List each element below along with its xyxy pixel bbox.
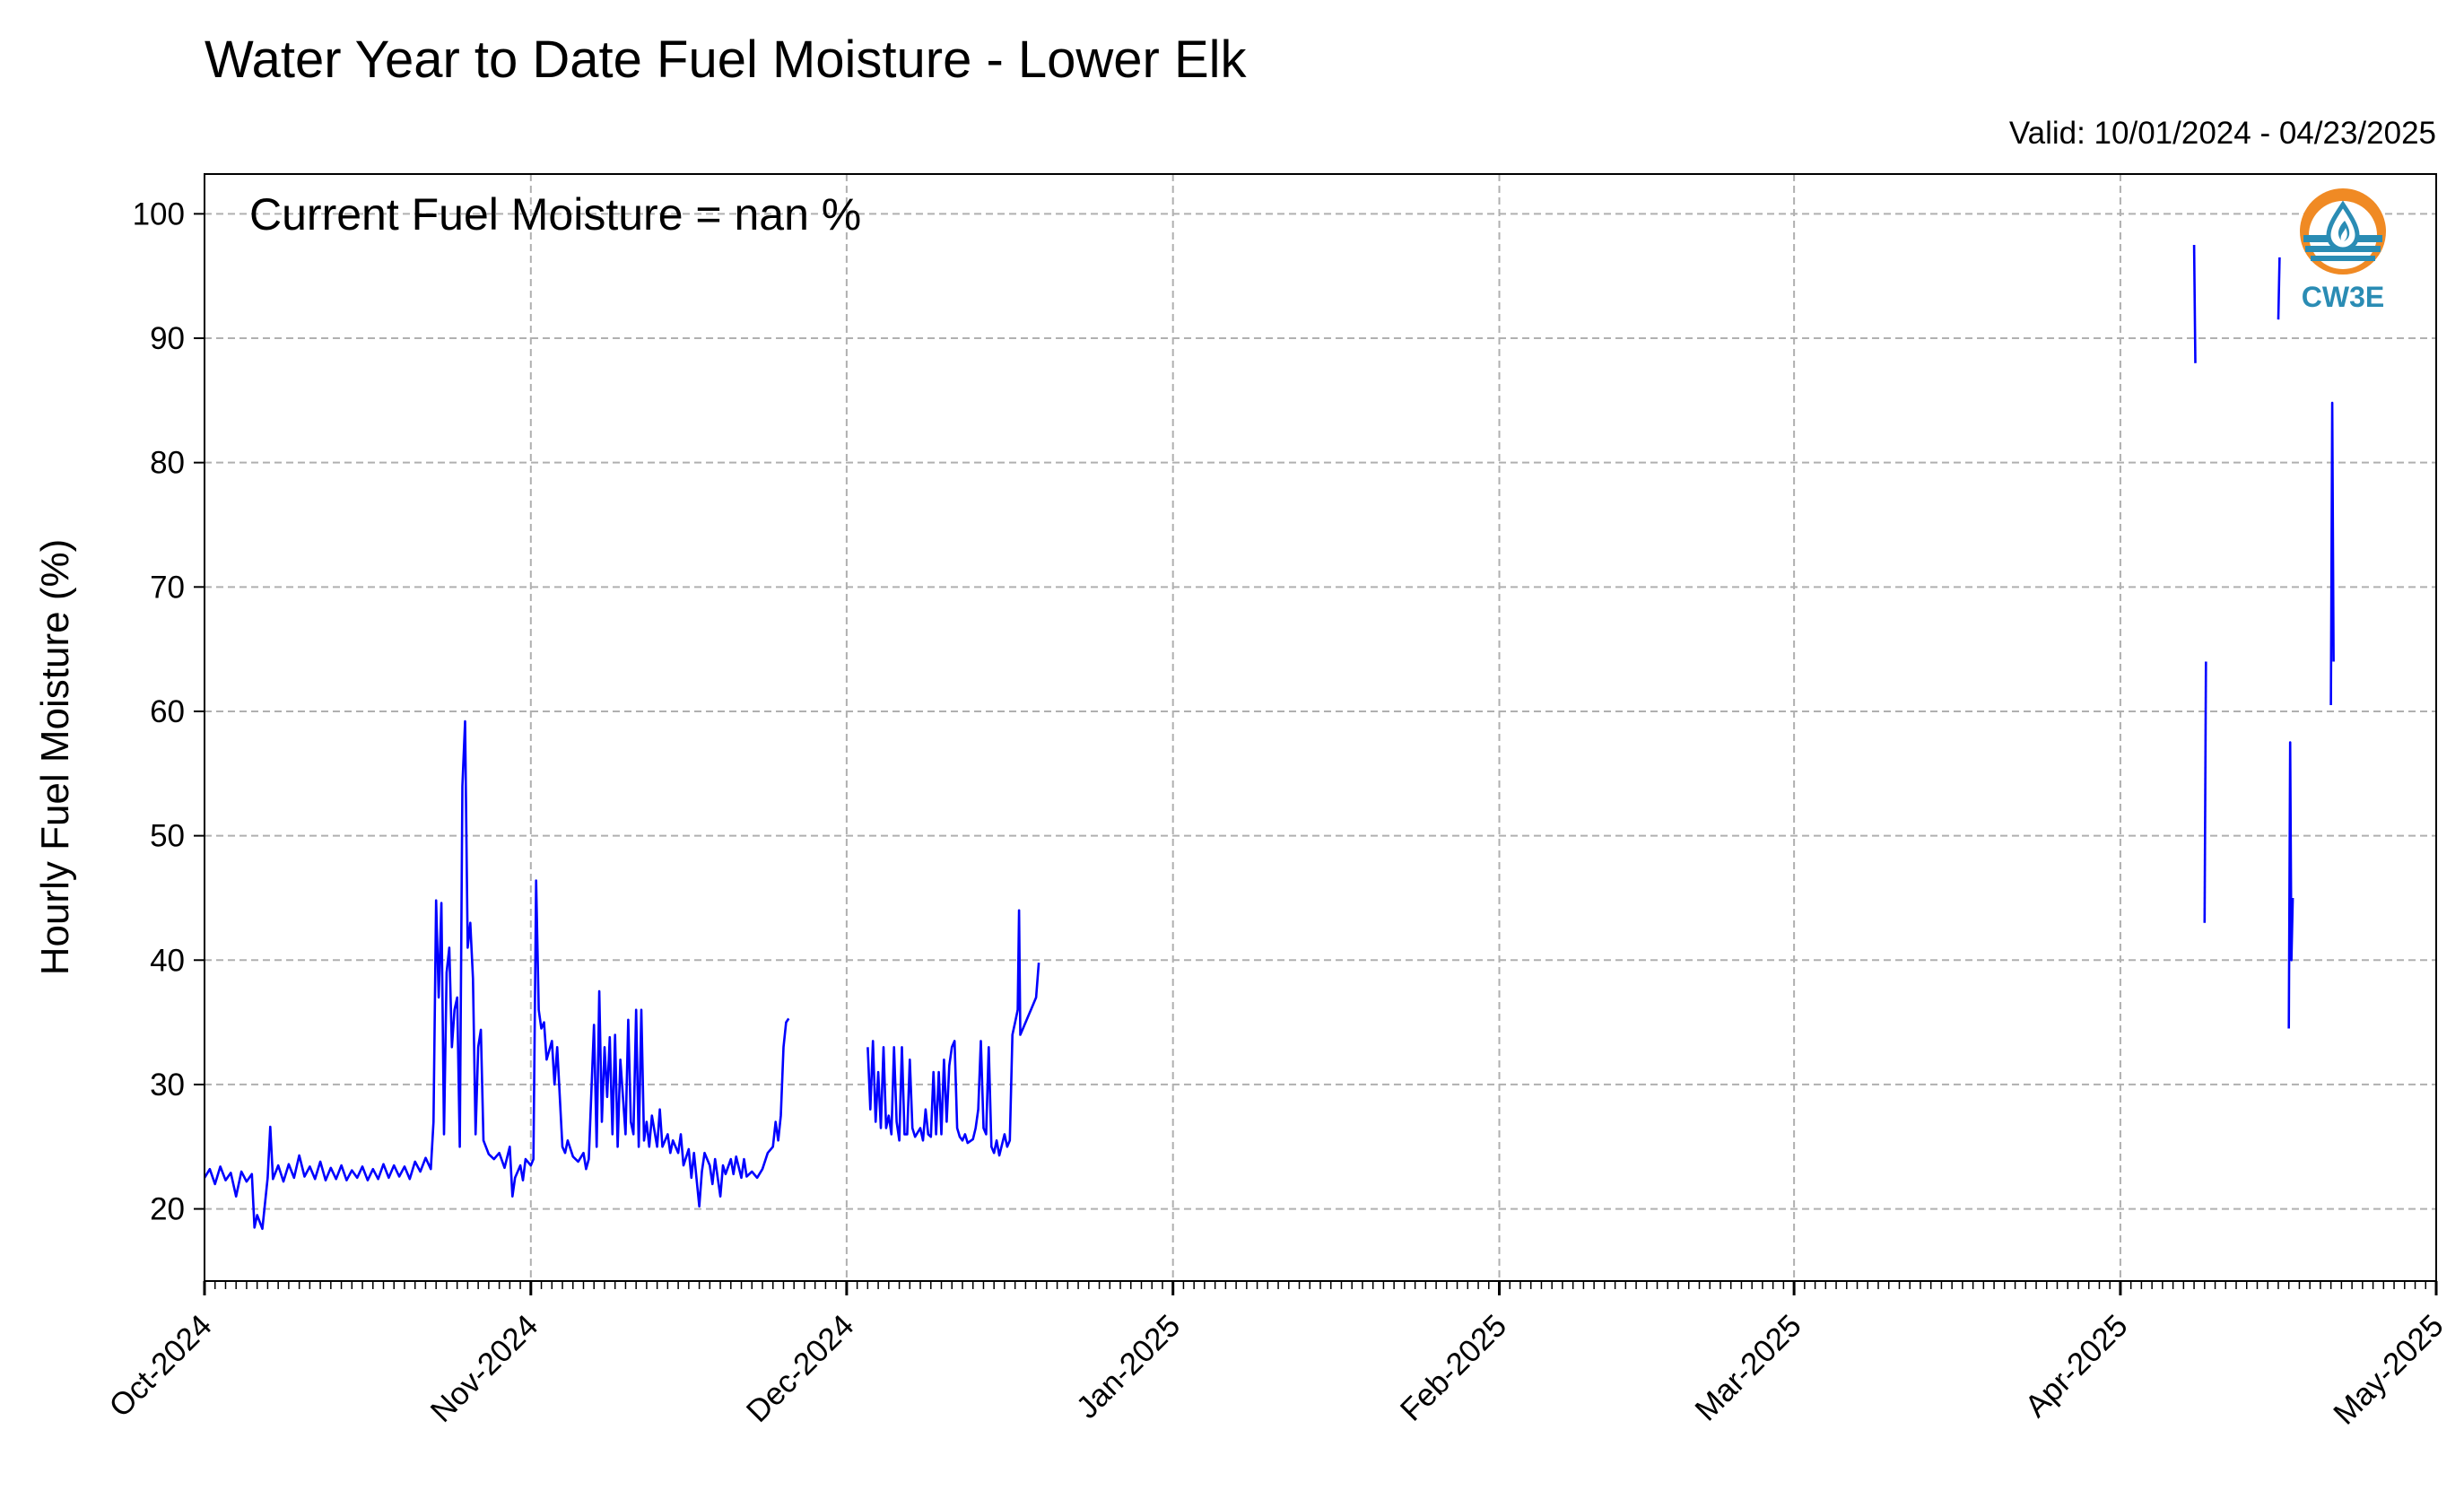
x-tick-label: Nov-2024	[424, 1308, 545, 1429]
fuel-moisture-line	[203, 719, 790, 1231]
fuel-moisture-line	[2203, 661, 2207, 923]
y-tick-label: 40	[150, 943, 185, 978]
x-tick-label: Mar-2025	[1688, 1308, 1807, 1427]
x-tick-label: Feb-2025	[1394, 1308, 1514, 1428]
logo-flame-icon	[2338, 221, 2350, 241]
fuel-moisture-line	[866, 909, 1040, 1157]
logo-text: CW3E	[2302, 281, 2384, 313]
chart-title: Water Year to Date Fuel Moisture - Lower…	[205, 31, 1248, 89]
x-tick-label: Jan-2025	[1070, 1308, 1188, 1425]
y-tick-label: 50	[150, 819, 185, 854]
x-tick-label: May-2025	[2327, 1308, 2451, 1432]
current-fuel-moisture: Current Fuel Moisture = nan %	[249, 189, 861, 240]
data-series	[203, 244, 2335, 1231]
valid-range: Valid: 10/01/2024 - 04/23/2025	[2009, 116, 2436, 151]
x-tick-label: Apr-2025	[2018, 1308, 2134, 1424]
axes: 20 30 40 50 60 70 80 90 100 Oct-2024 Nov-2024 Dec-2…	[102, 173, 2451, 1432]
plot-frame	[204, 173, 2437, 1282]
fuel-moisture-line	[2192, 244, 2197, 363]
y-tick-label: 20	[150, 1192, 185, 1227]
y-tick-label: 30	[150, 1068, 185, 1103]
y-tick-label: 100	[133, 196, 185, 231]
y-tick-label: 70	[150, 570, 185, 605]
x-tick-label: Dec-2024	[740, 1308, 861, 1429]
logo-wave-3	[2311, 256, 2375, 261]
fuel-moisture-line	[2287, 741, 2294, 1029]
y-tick-label: 80	[150, 446, 185, 481]
y-tick-label: 60	[150, 694, 185, 729]
y-axis-label: Hourly Fuel Moisture (%)	[33, 539, 77, 976]
fuel-moisture-line	[2277, 257, 2281, 320]
fuel-moisture-line	[2329, 401, 2335, 706]
y-tick-label: 90	[150, 321, 185, 356]
x-tick-label: Oct-2024	[102, 1308, 218, 1424]
cw3e-logo: CW3E	[2300, 188, 2386, 313]
grid-lines	[204, 174, 2437, 1281]
